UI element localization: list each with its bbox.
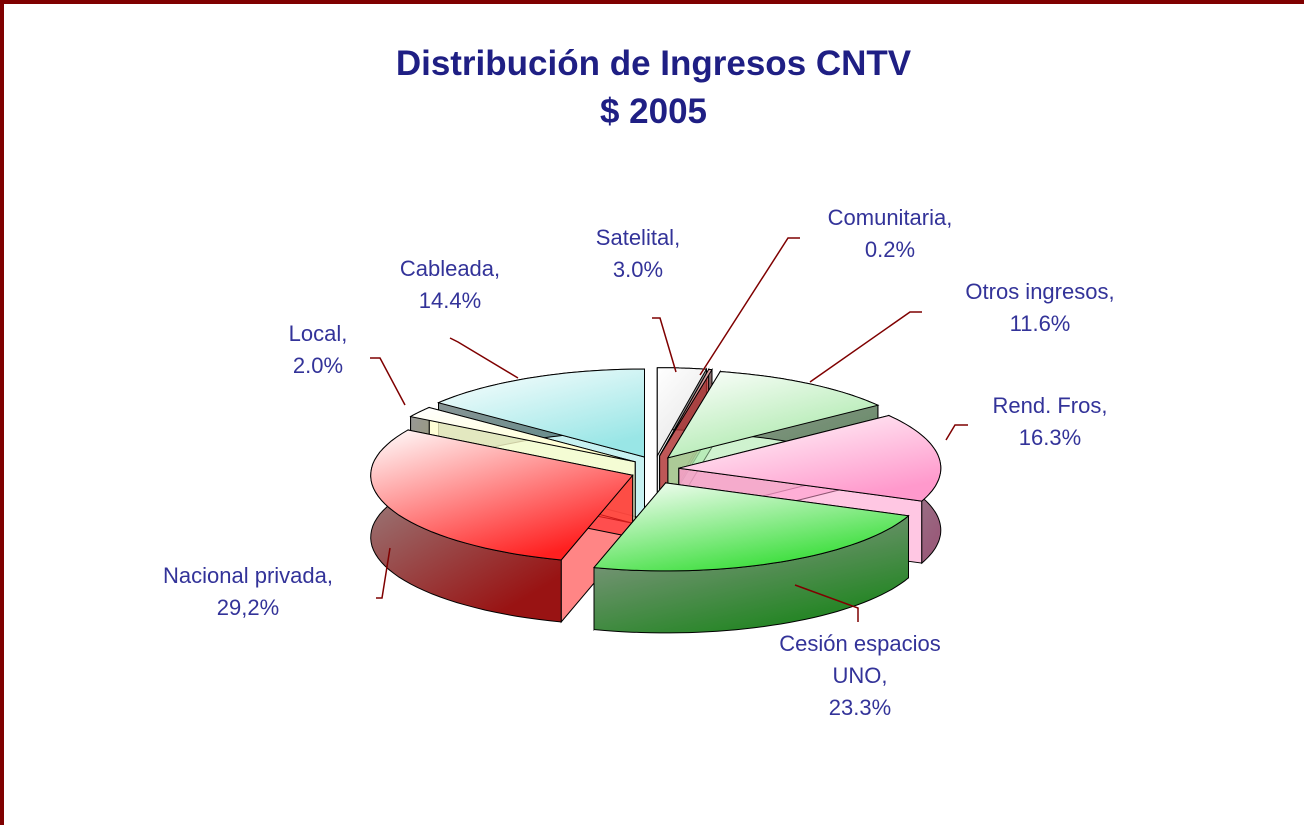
leader-line (376, 547, 391, 599)
data-label: Comunitaria, 0.2% (790, 202, 990, 266)
category-label: Cesión espacios UNO, (779, 631, 941, 688)
leader-line (794, 584, 859, 622)
category-label: Satelital, (595, 225, 681, 250)
slice (656, 367, 708, 458)
value-label: 2.0% (292, 353, 344, 378)
slice (409, 406, 636, 463)
leader-line (449, 337, 519, 379)
data-label: Cableada, 14.4% (370, 253, 530, 317)
data-label: Cesión espacios UNO, 23.3% (770, 628, 950, 724)
slice (370, 429, 634, 561)
value-label: 14.4% (418, 288, 482, 313)
slice (659, 368, 713, 457)
data-label: Otros ingresos, 11.6% (920, 276, 1160, 340)
value-label: 29,2% (216, 595, 280, 620)
slice (436, 368, 645, 458)
value-label: 0.2% (864, 237, 916, 262)
value-label: 23.3% (828, 695, 892, 720)
slice (678, 414, 942, 502)
leader-line (945, 424, 968, 441)
title-block: Distribución de Ingresos CNTV $ 2005 (0, 40, 1307, 136)
value-label: 11.6% (1009, 311, 1071, 336)
category-label: Otros ingresos, (965, 279, 1115, 304)
category-label: Nacional privada, (163, 563, 333, 588)
data-label: Rend. Fros, 16.3% (950, 390, 1150, 454)
chart-title: Distribución de Ingresos CNTV (395, 44, 912, 83)
category-label: Rend. Fros, (992, 393, 1108, 418)
value-label: 16.3% (1018, 425, 1082, 450)
category-label: Cableada, (399, 256, 501, 281)
slice (666, 371, 880, 459)
leader-line (699, 237, 800, 376)
category-label: Local, (288, 321, 348, 346)
value-label: 3.0% (612, 257, 664, 282)
data-label: Nacional privada, 29,2% (118, 560, 378, 624)
leader-line (652, 317, 677, 373)
data-label: Satelital, 3.0% (558, 222, 718, 286)
leader-line (809, 311, 922, 383)
slice (592, 482, 910, 572)
leader-lines (370, 237, 968, 622)
data-label: Local, 2.0% (258, 318, 378, 382)
chart-subtitle: $ 2005 (599, 92, 708, 131)
category-label: Comunitaria, (827, 205, 953, 230)
leader-line (370, 357, 406, 406)
